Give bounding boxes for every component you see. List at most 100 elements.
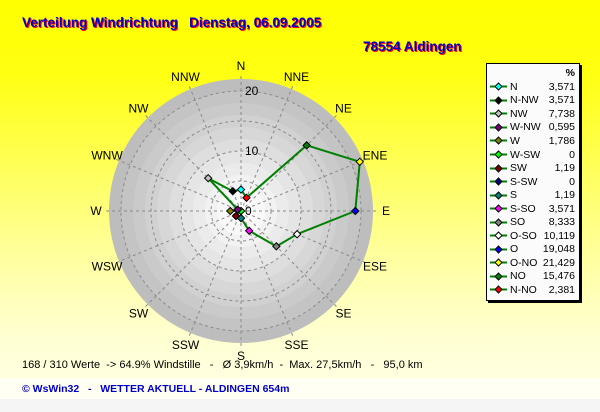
data-point-marker-N-NO [242, 193, 251, 203]
legend-direction-label: O-NO [510, 256, 538, 269]
grid-ring [120, 90, 362, 332]
grid-spoke [240, 86, 294, 212]
direction-label-SW: SW [129, 307, 149, 321]
legend-percent-value: 15,476 [542, 270, 575, 283]
direction-label-W: W [90, 204, 102, 218]
data-point-marker-SW [231, 211, 241, 221]
legend-row: N 3,571 [490, 80, 576, 94]
legend-row: SO 8,333 [490, 215, 576, 229]
legend-marker-icon [490, 163, 507, 173]
legend-percent-value: 2,381 [548, 283, 575, 296]
legend-percent-value: 21,429 [542, 256, 575, 269]
legend-percent-value: 1,19 [554, 162, 575, 175]
data-point-marker-S-SO [244, 226, 254, 236]
legend-direction-label: W-SW [510, 148, 541, 161]
legend-marker-icon [490, 177, 507, 186]
legend-row: NO 15,476 [490, 270, 576, 284]
direction-label-NE: NE [335, 102, 352, 116]
direction-label-SSW: SSW [172, 338, 200, 352]
legend-percent-value: 8,333 [548, 216, 575, 229]
direction-label-NNW: NNW [171, 70, 200, 84]
legend-direction-label: SW [510, 162, 527, 175]
grid-spoke [145, 210, 242, 307]
legend-direction-label: NW [510, 107, 528, 120]
legend-marker-icon [490, 82, 507, 91]
data-point-marker-N [236, 185, 246, 194]
data-point-marker-NW [203, 173, 213, 183]
legend-row: S 1,19 [490, 188, 576, 202]
radial-tick-label: 20 [245, 84, 259, 98]
legend-percent-value: 0,595 [548, 121, 575, 134]
grid-ring [180, 150, 302, 272]
grid-spoke [116, 210, 242, 264]
grid-spoke [240, 115, 337, 212]
data-point-marker-W [225, 206, 235, 216]
legend-marker-icon [490, 231, 507, 240]
legend-percent-value: 0 [569, 148, 575, 161]
grid-spoke [188, 86, 242, 212]
legend-percent-value: 3,571 [548, 80, 575, 93]
grid-spoke [145, 115, 242, 212]
grid-ring [210, 180, 272, 242]
direction-label-SSE: SSE [284, 338, 308, 352]
stats-line: 168 / 310 Werte -> 64.9% Windstille - Ø … [22, 359, 423, 371]
direction-label-WSW: WSW [92, 260, 123, 274]
legend-direction-label: N [510, 80, 518, 93]
legend-row: SW 1,19 [490, 161, 576, 175]
legend-marker-icon [490, 245, 507, 254]
legend-direction-label: S-SO [510, 202, 536, 215]
legend-row: N-NW 3,571 [490, 94, 576, 108]
legend-row: W 1,786 [490, 134, 576, 148]
credit-band: © WsWin32 - WETTER AKTUELL - ALDINGEN 65… [0, 378, 600, 399]
legend-marker-icon [490, 258, 507, 268]
page-title: Verteilung Windrichtung Dienstag, 06.09.… [22, 15, 322, 30]
legend-percent-value: 1,786 [548, 134, 575, 147]
legend-percent-value: 3,571 [548, 94, 575, 107]
legend-marker-icon [490, 204, 507, 213]
legend-direction-label: S [510, 189, 518, 202]
legend-direction-label: S-SW [510, 175, 538, 188]
direction-label-E: E [382, 204, 390, 218]
legend-direction-label: W-NW [510, 121, 541, 134]
data-point-marker-N-NW [228, 186, 238, 196]
grid-ring [150, 120, 332, 302]
legend-row: O-SO 10,119 [490, 229, 576, 243]
legend-marker-icon [490, 218, 507, 227]
legend-percent-value: 7,738 [548, 107, 575, 120]
direction-label-S: S [237, 349, 245, 363]
data-point-marker-SO [272, 242, 281, 251]
legend-marker-icon [490, 285, 507, 295]
legend-marker-icon [490, 272, 507, 281]
legend-direction-label: N-NO [510, 283, 537, 296]
legend-direction-label: O-SO [510, 229, 537, 242]
legend-header: % [565, 67, 575, 79]
legend-direction-label: NO [510, 270, 526, 283]
station-title: 78554 Aldingen [363, 39, 462, 54]
direction-label-SE: SE [335, 307, 351, 321]
legend-direction-label: W [510, 134, 520, 147]
data-point-marker-W-NW [233, 205, 243, 214]
bottom-band [0, 399, 600, 412]
legend-percent-value: 0 [569, 175, 575, 188]
direction-label-N: N [237, 59, 246, 73]
credit-line: © WsWin32 - WETTER AKTUELL - ALDINGEN 65… [22, 383, 290, 395]
data-point-marker-NO [302, 141, 311, 150]
grid-spoke [240, 210, 366, 264]
legend-row: O-NO 21,429 [490, 256, 576, 270]
legend-marker-icon [490, 190, 507, 200]
legend-marker-icon [490, 96, 507, 105]
legend-row: W-SW 0 [490, 148, 576, 162]
direction-label-NNE: NNE [284, 70, 309, 84]
data-point-marker-O-NO [355, 157, 365, 167]
legend-percent-value: 3,571 [548, 202, 575, 215]
legend-percent-value: 19,048 [542, 243, 575, 256]
legend-marker-icon [490, 150, 507, 159]
legend-marker-icon [490, 109, 507, 119]
grid-spoke [188, 210, 242, 336]
legend-direction-label: SO [510, 216, 526, 229]
legend-row: N-NO 2,381 [490, 283, 576, 297]
grid-spoke [240, 158, 366, 212]
direction-label-WNW: WNW [91, 149, 123, 163]
